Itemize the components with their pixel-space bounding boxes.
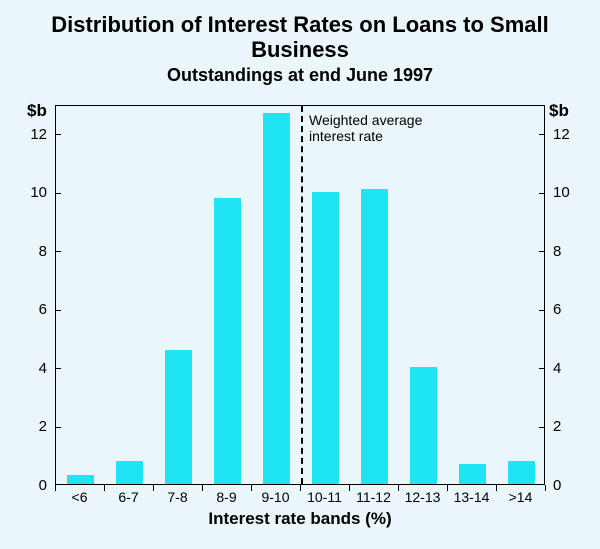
x-axis-label: Interest rate bands (%) — [0, 509, 600, 529]
y-tick-mark — [55, 310, 61, 311]
x-tick-mark — [104, 485, 105, 491]
weighted-average-line — [301, 106, 303, 484]
y-tick-mark — [539, 251, 545, 252]
plot-area: Weighted average interest rate — [55, 105, 545, 485]
y-tick-label: 6 — [553, 301, 561, 318]
y-tick-label: 10 — [553, 184, 570, 201]
weighted-average-label: Weighted average interest rate — [309, 112, 439, 144]
x-category-label: <6 — [55, 489, 104, 505]
y-tick-mark — [55, 193, 61, 194]
y-tick-label: 2 — [553, 418, 561, 435]
bar — [410, 367, 437, 484]
bar — [67, 475, 94, 484]
x-tick-mark — [202, 485, 203, 491]
x-category-label: >14 — [496, 489, 545, 505]
x-category-label: 8-9 — [202, 489, 251, 505]
bar — [459, 464, 486, 484]
x-tick-mark — [496, 485, 497, 491]
y-tick-mark — [55, 427, 61, 428]
y-axis-unit-left: $b — [27, 101, 47, 121]
y-tick-mark — [539, 427, 545, 428]
x-tick-mark — [300, 485, 301, 491]
x-category-label: 7-8 — [153, 489, 202, 505]
y-tick-label: 12 — [30, 126, 47, 143]
y-tick-label: 0 — [553, 477, 561, 494]
x-category-label: 12-13 — [398, 489, 447, 505]
x-tick-mark — [349, 485, 350, 491]
y-tick-mark — [539, 368, 545, 369]
y-axis-unit-right: $b — [549, 101, 569, 121]
x-category-label: 10-11 — [300, 489, 349, 505]
y-tick-mark — [539, 310, 545, 311]
y-tick-mark — [539, 134, 545, 135]
x-tick-mark — [55, 485, 56, 491]
y-tick-label: 8 — [553, 243, 561, 260]
bar — [165, 350, 192, 484]
x-tick-mark — [251, 485, 252, 491]
bar — [214, 198, 241, 484]
y-tick-label: 10 — [30, 184, 47, 201]
bar — [312, 192, 339, 484]
x-category-label: 6-7 — [104, 489, 153, 505]
x-tick-mark — [153, 485, 154, 491]
chart-container: Distribution of Interest Rates on Loans … — [0, 0, 600, 549]
x-category-label: 9-10 — [251, 489, 300, 505]
x-category-label: 11-12 — [349, 489, 398, 505]
x-tick-mark — [398, 485, 399, 491]
y-tick-label: 4 — [553, 360, 561, 377]
y-tick-mark — [55, 368, 61, 369]
bar — [263, 113, 290, 484]
y-tick-mark — [55, 134, 61, 135]
y-tick-label: 0 — [39, 477, 47, 494]
x-category-label: 13-14 — [447, 489, 496, 505]
y-tick-label: 6 — [39, 301, 47, 318]
bar — [361, 189, 388, 484]
y-tick-label: 4 — [39, 360, 47, 377]
y-tick-mark — [539, 193, 545, 194]
chart-title: Distribution of Interest Rates on Loans … — [0, 0, 600, 63]
y-tick-label: 12 — [553, 126, 570, 143]
x-tick-mark — [545, 485, 546, 491]
bar — [508, 461, 535, 484]
y-tick-label: 8 — [39, 243, 47, 260]
chart-subtitle: Outstandings at end June 1997 — [0, 65, 600, 87]
y-tick-mark — [55, 251, 61, 252]
bar — [116, 461, 143, 484]
x-tick-mark — [447, 485, 448, 491]
y-tick-label: 2 — [39, 418, 47, 435]
